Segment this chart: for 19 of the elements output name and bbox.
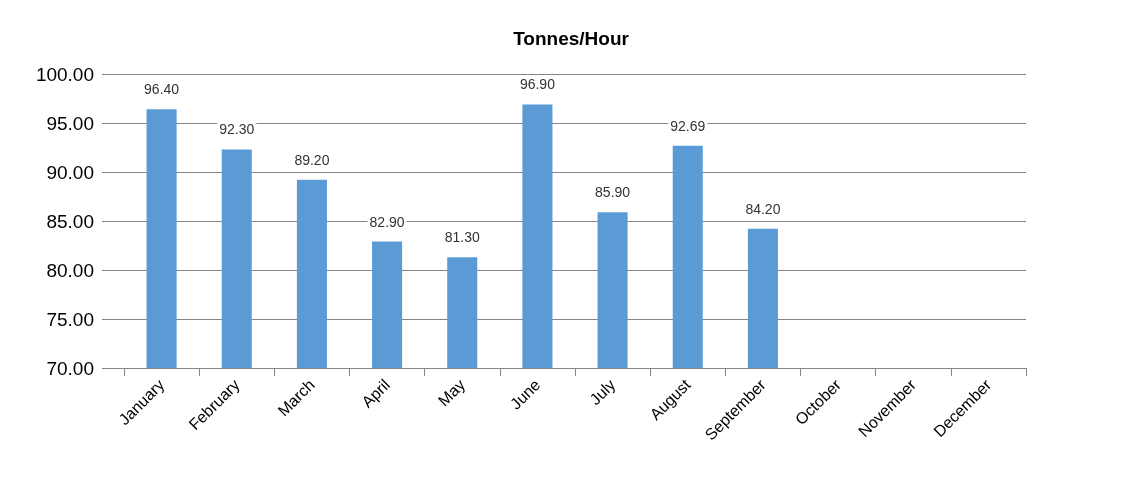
y-tick-label: 75.00 <box>46 308 94 330</box>
y-tick-label: 85.00 <box>46 210 94 232</box>
data-label: 89.20 <box>294 151 330 168</box>
data-label: 92.69 <box>670 117 706 134</box>
y-tick-label: 70.00 <box>46 357 94 379</box>
data-label: 84.20 <box>745 200 781 217</box>
y-tick-label: 95.00 <box>46 112 94 134</box>
chart-title: Tonnes/Hour <box>513 28 630 49</box>
y-tick-label: 90.00 <box>46 161 94 183</box>
data-label: 81.30 <box>444 229 480 246</box>
data-label: 85.90 <box>595 184 631 201</box>
data-label: 82.90 <box>369 213 405 230</box>
y-tick-label: 80.00 <box>46 259 94 281</box>
data-label: 96.40 <box>144 81 180 98</box>
x-tick-label: May <box>434 375 469 410</box>
x-tick-label: July <box>586 375 619 409</box>
data-label: 92.30 <box>219 121 255 138</box>
y-tick-label: 100.00 <box>35 63 94 85</box>
data-label: 96.90 <box>519 76 556 93</box>
